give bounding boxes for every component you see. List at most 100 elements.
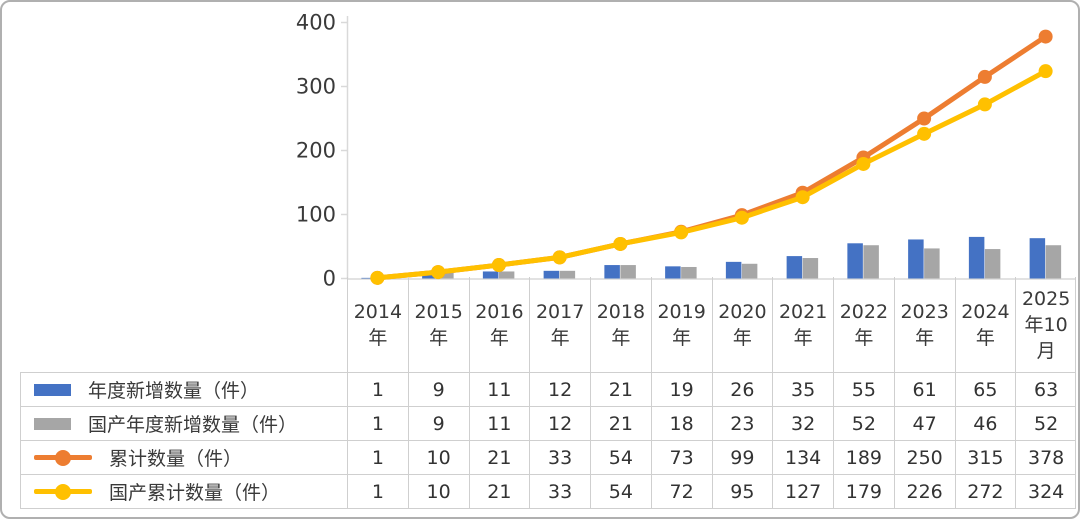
line-legend-swatch: [34, 483, 92, 500]
bar: [1045, 245, 1062, 279]
x-axis-label-spacer: [20, 277, 347, 372]
table-cell: 189: [833, 441, 894, 474]
bar-legend-swatch: [34, 383, 71, 396]
table-cell: 52: [833, 407, 894, 440]
bar: [665, 266, 681, 279]
legend-key-cell: 年度新增数量（件）: [20, 373, 347, 406]
legend-key-cell: 国产年度新增数量（件）: [20, 407, 347, 440]
bar: [1029, 238, 1046, 279]
y-axis-label: 400: [296, 11, 336, 35]
bar: [924, 248, 940, 279]
table-cell: 315: [954, 441, 1016, 474]
bar: [681, 266, 697, 279]
table-cell: 21: [590, 407, 651, 440]
line-marker: [674, 225, 689, 240]
table-cell: 378: [1015, 441, 1076, 474]
table-cell: 33: [529, 475, 590, 508]
x-axis-label-cell: 2017年: [529, 277, 590, 372]
y-axis-label: 200: [296, 139, 336, 163]
table-cell: 1: [347, 407, 408, 440]
x-axis-label-cell: 2021年: [772, 277, 833, 372]
table-cell: 324: [1015, 475, 1076, 508]
table-cell: 55: [833, 373, 894, 406]
line-marker: [977, 97, 992, 112]
legend-label: 年度新增数量（件）: [88, 380, 260, 402]
table-cell: 11: [468, 373, 530, 406]
table-row: 国产年度新增数量（件） 1 9 11 12 21 18 23 32 52 47 46 52: [20, 407, 1075, 441]
x-axis-label-cell: 2022年: [833, 277, 894, 372]
line-marker: [856, 156, 871, 171]
table-cell: 21: [468, 441, 530, 474]
table-cell: 52: [1015, 407, 1076, 440]
line-marker: [795, 190, 810, 205]
bar: [984, 249, 1001, 279]
bar: [438, 272, 454, 279]
table-cell: 23: [711, 407, 773, 440]
bar: [543, 270, 560, 279]
line-marker: [1038, 29, 1053, 44]
table-cell: 10: [407, 441, 469, 474]
line-marker: [917, 111, 932, 126]
table-cell: 21: [590, 373, 651, 406]
bar: [847, 243, 863, 279]
table-cell: 65: [954, 373, 1016, 406]
bar-legend-swatch: [34, 417, 71, 430]
table-cell: 21: [468, 475, 530, 508]
x-axis-label-cell: 2020年: [711, 277, 773, 372]
table-cell: 72: [650, 475, 712, 508]
line-marker: [491, 258, 506, 273]
table-cell: 9: [407, 373, 469, 406]
bar: [604, 265, 620, 279]
bar: [802, 258, 819, 279]
table-cell: 1: [347, 373, 408, 406]
bar: [361, 277, 377, 279]
y-axis-label: 300: [296, 75, 336, 99]
bar: [863, 245, 879, 279]
table-cell: 1: [347, 441, 408, 474]
table-cell: 35: [772, 373, 833, 406]
x-axis-label-cell: 2015年: [407, 277, 469, 372]
table-cell: 134: [772, 441, 833, 474]
line-marker: [370, 270, 385, 285]
bar: [725, 261, 742, 279]
table-cell: 250: [893, 441, 955, 474]
line-marker: [734, 210, 749, 225]
table-cell: 32: [772, 407, 833, 440]
table-cell: 10: [407, 475, 469, 508]
data-table: 年度新增数量（件） 1 9 11 12 21 19 26 35 55 61 65 63 国产年度新增数量（…: [20, 372, 1076, 509]
bar: [908, 239, 924, 279]
line-marker: [431, 265, 446, 280]
bar: [422, 272, 438, 279]
legend-key-cell: 国产累计数量（件）: [20, 475, 347, 508]
legend-label: 国产累计数量（件）: [109, 482, 281, 504]
table-row: 年度新增数量（件） 1 9 11 12 21 19 26 35 55 61 65 63: [20, 373, 1075, 407]
bar: [482, 271, 499, 279]
table-cell: 9: [407, 407, 469, 440]
line-series: [374, 34, 1049, 281]
bar: [620, 265, 636, 279]
x-axis-label-cell: 2018年: [590, 277, 651, 372]
table-cell: 95: [711, 475, 773, 508]
table-cell: 226: [893, 475, 955, 508]
legend-label: 国产年度新增数量（件）: [88, 414, 298, 436]
bar: [968, 236, 985, 279]
bar: [786, 256, 803, 279]
line-series: [374, 68, 1049, 281]
table-cell: 99: [711, 441, 773, 474]
table-cell: 12: [529, 407, 590, 440]
table-cell: 18: [650, 407, 712, 440]
line-legend-marker: [55, 449, 71, 466]
table-cell: 12: [529, 373, 590, 406]
table-cell: 179: [833, 475, 894, 508]
table-cell: 63: [1015, 373, 1076, 406]
table-row: 国产累计数量（件） 1 10 21 33 54 72 95 127 179 226 272 324: [20, 475, 1075, 509]
line-marker: [613, 236, 628, 251]
table-cell: 19: [650, 373, 712, 406]
table-cell: 73: [650, 441, 712, 474]
x-axis-label-cell: 2025年10月: [1015, 277, 1076, 372]
x-axis-label-cell: 2023年: [893, 277, 955, 372]
x-axis-label-cell: 2016年: [468, 277, 530, 372]
line-marker: [917, 126, 932, 141]
bar: [741, 263, 758, 279]
